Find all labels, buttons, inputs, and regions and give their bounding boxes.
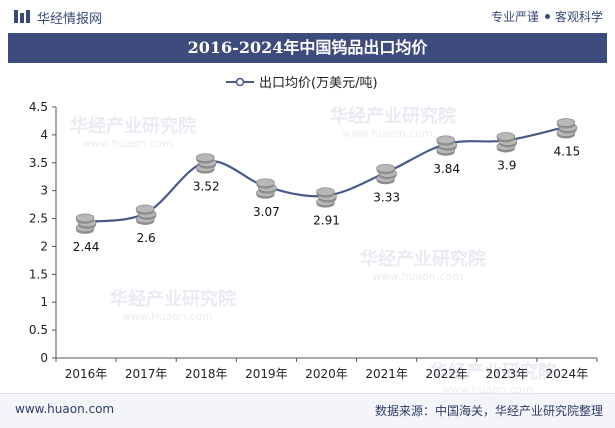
y-tick-label: 4.5 [29,100,48,114]
watermark-text: 华经产业研究院 [430,361,556,383]
y-tick-label: 0.5 [29,323,48,337]
badge-objective: 客观科学 [554,10,603,24]
line-chart: 华经产业研究院www.huaon.com华经产业研究院www.huaon.com… [29,76,598,393]
y-tick-label: 2.5 [29,212,48,226]
coin-face [316,187,335,196]
x-tick-label: 2020年 [305,367,348,381]
legend-marker [235,77,245,87]
data-point-marker [75,213,97,234]
badge-professional: 专业严谨 [490,10,539,24]
title-bar: 2016-2024年中国钨品出口均价 [8,33,607,63]
coin-face [376,163,395,173]
x-tick-label: 2024年 [546,367,589,381]
badges: 专业严谨 客观科学 [491,8,603,25]
coin-face [135,204,155,214]
x-tick-label: 2016年 [65,367,108,381]
y-tick-label: 0 [40,351,48,365]
y-tick-label: 2 [40,239,48,253]
legend: 出口均价(万美元/吨) [226,76,378,91]
data-label: 3.07 [253,205,280,219]
x-tick-label: 2023年 [486,367,529,381]
coin-face [195,153,215,162]
data-label: 2.44 [73,240,100,254]
axes: 0 0.5 1 1.5 2 2.5 3 3.5 4 4.5 2016年 2017年 2018年 2019年… [29,100,598,381]
data-point-marker [256,178,277,199]
x-tick-label: 2021年 [365,367,408,381]
data-label: 3.9 [497,158,516,172]
legend-label: 出口均价(万美元/吨) [259,76,378,91]
watermark-url: www.huaon.com [122,310,213,323]
watermark-text: 华经产业研究院 [360,248,486,270]
data-point-marker [496,132,518,153]
watermark-text: 华经产业研究院 [70,115,196,137]
watermark-layer: 华经产业研究院www.huaon.com华经产业研究院www.huaon.com… [70,105,556,393]
watermark-url: www.huaon.com [82,137,173,150]
coin-face [75,213,95,223]
data-label: 2.6 [137,231,156,245]
y-tick-label: 1 [40,295,48,309]
data-point-marker [195,153,217,174]
data-label: 4.15 [554,145,581,159]
coin-face [556,118,576,127]
logo-icon [14,10,30,23]
x-tick-label: 2022年 [425,367,468,381]
watermark-text: 华经产业研究院 [110,288,236,310]
data-point-marker [135,204,157,225]
data-label: 2.91 [313,214,340,228]
data-label: 3.52 [193,180,220,194]
footer: www.huaon.com 数据来源：中国海关，华经产业研究院整理 [0,393,615,428]
watermark-text: 华经产业研究院 [330,105,456,127]
data-point-marker [316,187,337,208]
x-tick-label: 2017年 [125,367,168,381]
marker-layer [75,118,578,234]
dot-icon [544,14,550,19]
data-point-marker [436,135,458,156]
coin-face [496,132,516,141]
data-label: 3.33 [373,190,400,204]
header: 华经情报网 专业严谨 客观科学 [0,0,615,32]
watermark-url: www.huaon.com [442,383,533,393]
coin-face [256,178,275,188]
brand-name: 华经情报网 [37,12,103,27]
y-tick-label: 1.5 [29,267,48,281]
data-label-layer: 2.44 2.6 3.52 3.07 2.91 3.33 3.84 3.9 4.15 [73,145,581,254]
x-tick-label: 2018年 [185,367,228,381]
y-tick-label: 3 [40,184,48,198]
y-tick-label: 4 [40,128,48,142]
watermark-url: www.huaon.com [342,127,433,140]
data-point-marker [556,118,578,139]
data-label: 3.84 [433,162,460,176]
chart-title: 2016-2024年中国钨品出口均价 [187,38,428,57]
watermark-url: www.huaon.com [372,270,463,283]
data-point-marker [376,163,397,185]
x-tick-label: 2019年 [245,367,288,381]
footer-url[interactable]: www.huaon.com [15,402,115,416]
y-tick-label: 3.5 [29,156,48,170]
footer-source: 数据来源：中国海关，华经产业研究院整理 [374,404,603,418]
coin-face [436,135,456,145]
